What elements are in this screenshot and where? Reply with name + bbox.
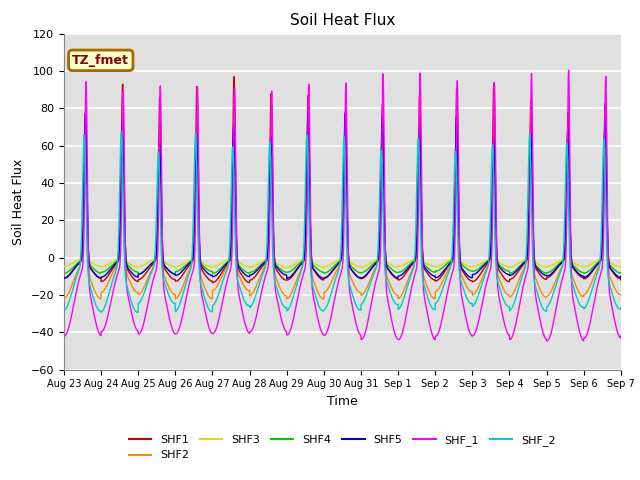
SHF5 — [124, 264, 131, 270]
SHF2 — [547, 290, 554, 296]
SHF1 — [547, 273, 554, 279]
SHF3 — [547, 263, 554, 269]
Line: SHF_1: SHF_1 — [64, 71, 621, 341]
Title: Soil Heat Flux: Soil Heat Flux — [290, 13, 395, 28]
Line: SHF1: SHF1 — [64, 77, 621, 283]
SHF_1 — [157, 87, 164, 93]
SHF2 — [60, 296, 68, 301]
SHF4 — [606, 263, 614, 268]
SHF4 — [60, 270, 68, 276]
SHF_1 — [298, 277, 305, 283]
SHF_2 — [134, 310, 141, 315]
SHF4 — [298, 259, 306, 264]
SHF1 — [274, 269, 282, 275]
Legend: SHF1, SHF2, SHF3, SHF4, SHF5, SHF_1, SHF_2: SHF1, SHF2, SHF3, SHF4, SHF5, SHF_1, SHF… — [124, 431, 561, 465]
SHF_2 — [157, 237, 164, 242]
SHF1 — [60, 275, 68, 281]
SHF5 — [304, 110, 312, 116]
SHF_2 — [298, 266, 306, 272]
SHF1 — [124, 267, 131, 273]
SHF1 — [157, 122, 164, 128]
SHF_2 — [617, 305, 625, 311]
SHF5 — [298, 260, 306, 266]
SHF_1 — [274, 298, 282, 304]
SHF_1 — [617, 333, 625, 339]
SHF4 — [274, 264, 282, 270]
SHF3 — [157, 183, 164, 189]
SHF5 — [547, 272, 554, 277]
SHF2 — [274, 279, 282, 285]
SHF3 — [617, 264, 625, 270]
SHF_2 — [606, 284, 614, 290]
SHF1 — [230, 74, 238, 80]
SHF4 — [156, 154, 163, 159]
SHF3 — [298, 257, 306, 263]
SHF3 — [274, 261, 282, 267]
SHF5 — [157, 163, 164, 168]
SHF_2 — [547, 299, 554, 305]
SHF4 — [157, 189, 164, 194]
SHF3 — [124, 259, 131, 265]
SHF1 — [606, 266, 614, 272]
SHF_1 — [543, 338, 551, 344]
SHF_1 — [546, 334, 554, 339]
Y-axis label: Soil Heat Flux: Soil Heat Flux — [12, 158, 25, 245]
SHF2 — [157, 194, 164, 200]
SHF1 — [298, 261, 306, 266]
Line: SHF2: SHF2 — [64, 133, 621, 299]
SHF1 — [617, 277, 625, 283]
SHF4 — [617, 270, 625, 276]
SHF_1 — [124, 290, 131, 296]
SHF3 — [606, 260, 614, 265]
SHF3 — [283, 264, 291, 270]
SHF2 — [606, 275, 614, 281]
SHF_1 — [60, 333, 68, 338]
SHF_2 — [124, 286, 132, 292]
SHF5 — [283, 276, 291, 281]
SHF3 — [60, 264, 68, 269]
SHF4 — [134, 271, 142, 276]
SHF_2 — [274, 289, 282, 295]
Text: TZ_fmet: TZ_fmet — [72, 54, 129, 67]
SHF5 — [617, 274, 625, 279]
SHF5 — [274, 265, 282, 271]
SHF_1 — [606, 295, 614, 300]
SHF2 — [124, 273, 131, 279]
SHF5 — [60, 276, 68, 281]
X-axis label: Time: Time — [327, 395, 358, 408]
Line: SHF4: SHF4 — [64, 156, 621, 274]
SHF2 — [303, 130, 311, 136]
SHF4 — [547, 269, 554, 275]
SHF2 — [617, 292, 625, 298]
SHF_1 — [564, 68, 572, 73]
Line: SHF5: SHF5 — [64, 113, 621, 278]
SHF_2 — [60, 308, 68, 314]
SHF3 — [267, 148, 275, 154]
SHF5 — [606, 265, 614, 271]
SHF2 — [320, 296, 328, 302]
SHF_2 — [118, 129, 125, 134]
SHF1 — [209, 280, 216, 286]
SHF4 — [124, 262, 131, 268]
Line: SHF3: SHF3 — [64, 151, 621, 267]
SHF2 — [298, 265, 305, 271]
Line: SHF_2: SHF_2 — [64, 132, 621, 312]
